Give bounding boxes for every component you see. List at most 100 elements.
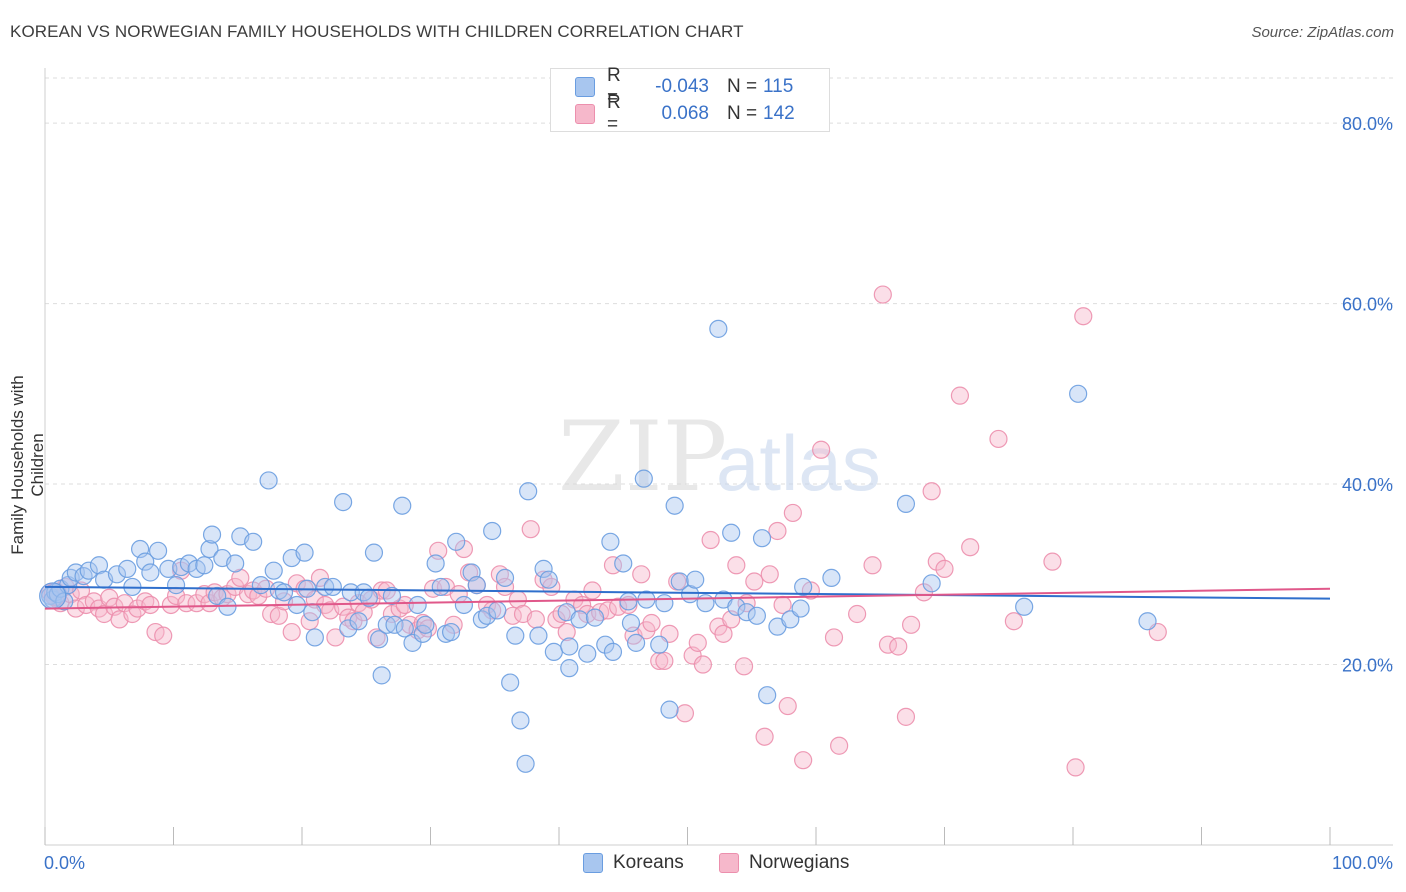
korean-point xyxy=(431,577,450,597)
korean-point xyxy=(447,532,466,551)
korean-point xyxy=(316,577,335,597)
y-tick-label: 40.0% xyxy=(1342,475,1393,495)
korean-point xyxy=(244,532,263,551)
korean-point xyxy=(621,613,641,633)
korean-point xyxy=(467,576,486,595)
korean-point xyxy=(385,615,404,634)
norwegian-point xyxy=(783,503,802,523)
korean-point xyxy=(758,686,777,705)
norwegian-point xyxy=(824,628,844,647)
watermark-atlas: atlas xyxy=(716,419,881,507)
norwegian-point xyxy=(745,572,764,591)
koreans-points xyxy=(39,319,1157,773)
y-axis-label: Family Households with Children xyxy=(8,375,47,555)
norwegian-point xyxy=(655,651,674,671)
korean-point xyxy=(202,525,222,544)
norwegian-point xyxy=(760,565,779,584)
norwegian-point xyxy=(675,704,695,723)
koreans-label: Koreans xyxy=(613,852,684,873)
koreans-swatch xyxy=(583,853,603,873)
legend-item-norwegians[interactable]: Norwegians xyxy=(719,852,849,874)
trend-lines xyxy=(44,585,1331,610)
norwegians-trend-line xyxy=(44,587,1331,610)
korean-point xyxy=(441,622,461,642)
norwegian-point xyxy=(642,613,661,633)
korean-point xyxy=(737,603,756,622)
watermark-zip: ZIP xyxy=(558,401,727,513)
legend-r-value: 0.068 xyxy=(661,103,709,124)
axes xyxy=(44,68,1393,846)
norwegian-point xyxy=(927,552,946,571)
norwegian-point xyxy=(873,285,892,304)
korean-point xyxy=(148,541,168,560)
korean-point xyxy=(408,595,427,615)
norwegian-point xyxy=(650,651,669,671)
y-tick-label: 20.0% xyxy=(1342,656,1393,676)
korean-point xyxy=(896,494,916,514)
korean-point xyxy=(166,576,186,595)
y-tick-label: 80.0% xyxy=(1342,114,1393,134)
norwegian-point xyxy=(326,628,345,647)
korean-point xyxy=(370,630,389,649)
norwegian-point xyxy=(961,538,980,557)
norwegian-point xyxy=(583,581,602,600)
norwegian-point xyxy=(454,539,474,559)
korean-point xyxy=(226,554,245,573)
norwegian-point xyxy=(889,637,908,656)
korean-point xyxy=(560,659,579,678)
korean-point xyxy=(79,561,98,580)
korean-point xyxy=(794,577,813,597)
korean-point xyxy=(596,635,615,654)
norwegian-point xyxy=(794,751,813,770)
korean-point xyxy=(619,592,638,611)
korean-point xyxy=(696,594,715,613)
korean-point xyxy=(634,469,653,488)
korean-point xyxy=(747,606,766,625)
norwegian-point xyxy=(922,482,941,501)
norwegian-point xyxy=(154,626,173,645)
norwegian-point xyxy=(812,440,831,459)
korean-point xyxy=(922,574,941,593)
norwegian-point xyxy=(896,707,916,726)
norwegians-label: Norwegians xyxy=(749,852,850,873)
korean-point xyxy=(655,594,674,613)
norwegian-point xyxy=(123,604,142,624)
korean-point xyxy=(506,626,525,645)
korean-point xyxy=(722,523,741,542)
korean-point xyxy=(454,595,474,615)
korean-point xyxy=(349,612,368,631)
legend-item-koreans[interactable]: Koreans xyxy=(583,852,684,874)
koreans-trend-line xyxy=(44,585,1331,600)
norwegian-point xyxy=(632,565,651,584)
norwegian-point xyxy=(688,633,707,652)
watermark: ZIP atlas xyxy=(558,401,881,513)
legend-n-value: 142 xyxy=(763,103,795,124)
korean-point xyxy=(364,543,384,562)
legend-n-label: N = xyxy=(727,76,758,97)
korean-point xyxy=(323,577,342,597)
korean-point xyxy=(483,521,502,541)
korean-point xyxy=(74,566,93,586)
korean-point xyxy=(303,603,322,622)
korean-point xyxy=(603,642,623,661)
korean-point xyxy=(822,568,841,588)
korean-point xyxy=(519,482,538,501)
legend-r-label: R = xyxy=(607,92,621,135)
correlation-legend: R = -0.043 N = 115 R = 0.068 N = 142 xyxy=(550,65,830,135)
korean-point xyxy=(426,554,445,573)
korean-point xyxy=(1138,612,1157,631)
norwegian-point xyxy=(1004,612,1023,631)
legend-row-norwegians: R = 0.068 N = 142 xyxy=(575,92,795,135)
legend-n-label: N = xyxy=(727,103,758,124)
korean-point xyxy=(136,552,155,571)
korean-point xyxy=(274,583,294,602)
norwegian-point xyxy=(310,568,330,588)
series-legend: Koreans Norwegians xyxy=(0,852,1406,876)
norwegian-point xyxy=(1074,307,1093,326)
korean-point xyxy=(665,496,684,515)
norwegian-point xyxy=(830,736,849,755)
norwegian-point xyxy=(521,520,540,539)
norwegian-point xyxy=(547,610,566,629)
korean-point xyxy=(534,559,553,578)
